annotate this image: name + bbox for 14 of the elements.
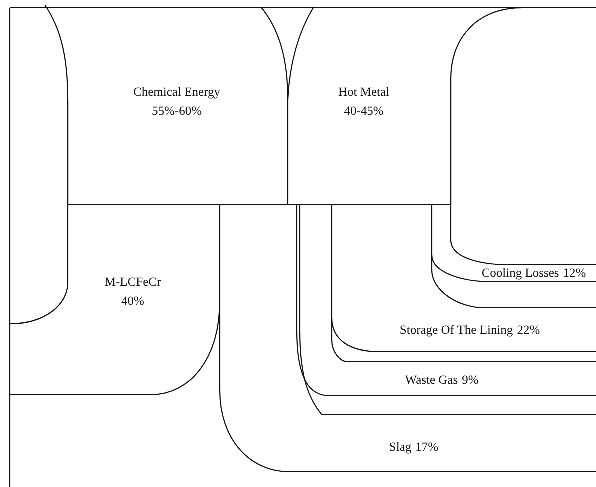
category-label: Cooling Losses [482, 266, 560, 280]
data-label: 55%-60% [152, 104, 202, 118]
data-label: 17% [416, 440, 439, 454]
category-label: Hot Metal [338, 85, 390, 99]
data-label: 12% [563, 266, 586, 280]
data-label: 40% [122, 294, 144, 308]
category-label: Waste Gas [405, 373, 458, 387]
category-label: Storage Of The Lining [400, 323, 514, 337]
data-label: 40-45% [344, 104, 384, 118]
data-label: 22% [517, 323, 540, 337]
category-label: Chemical Energy [134, 85, 222, 99]
data-label: 9% [462, 373, 479, 387]
category-label: Slag [389, 440, 412, 454]
category-label: M-LCFeCr [104, 275, 162, 289]
